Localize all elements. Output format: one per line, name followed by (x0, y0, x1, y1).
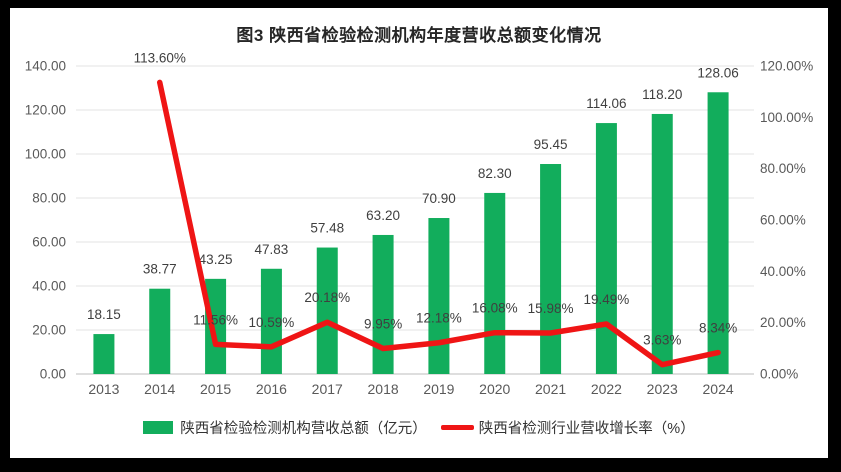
bar-value-label: 57.48 (310, 221, 344, 236)
x-axis-label: 2014 (144, 381, 175, 397)
chart-panel: 图3 陕西省检验检测机构年度营收总额变化情况 0.00 20.00 40.00 60.… (10, 8, 828, 458)
bar (205, 278, 227, 374)
legend: 陕西省检验检测机构营收总额（亿元） 陕西省检测行业营收增长率（%） (10, 404, 828, 458)
line-value-label: 3.63% (643, 333, 681, 348)
x-axis-label: 2024 (703, 381, 734, 397)
right-axis-tick: 100.00% (760, 110, 813, 125)
x-axis-label: 2022 (591, 381, 622, 397)
left-axis-tick: 60.00 (32, 235, 66, 250)
line-value-label: 10.59% (249, 315, 295, 330)
legend-bar-label: 陕西省检验检测机构营收总额（亿元） (180, 420, 427, 437)
line-value-label: 12.18% (416, 311, 462, 326)
bar-value-label: 128.06 (697, 65, 738, 80)
legend-bar-swatch (143, 420, 174, 434)
left-axis-tick: 0.00 (40, 367, 66, 382)
right-axis-tick: 80.00% (760, 161, 806, 176)
left-axis-tick: 100.00 (25, 147, 66, 162)
bar-value-label: 82.30 (478, 166, 512, 181)
line-value-label: 11.56% (193, 312, 238, 327)
left-axis-tick: 80.00 (32, 191, 66, 206)
bar-value-label: 70.90 (422, 191, 456, 206)
bar (651, 113, 673, 375)
bar-value-label: 63.20 (366, 208, 400, 223)
bar-value-label: 95.45 (534, 137, 568, 152)
right-axis-tick: 20.00% (760, 315, 806, 330)
left-axis-tick: 120.00 (25, 103, 66, 118)
right-axis-tick: 120.00% (760, 59, 813, 74)
bar (149, 288, 171, 374)
bar (707, 92, 729, 374)
right-axis-tick: 60.00% (760, 213, 806, 228)
combo-chart: 0.00 20.00 40.00 60.00 80.00 100.00 120.00 140.… (25, 52, 814, 397)
line-value-label: 15.98% (528, 301, 574, 316)
bar (595, 123, 617, 375)
left-axis-tick: 20.00 (32, 323, 66, 338)
legend-line-label: 陕西省检测行业营收增长率（%） (478, 420, 695, 437)
left-axis-tick: 140.00 (25, 59, 66, 74)
bar-value-label: 43.25 (199, 252, 233, 267)
line-value-label: 16.08% (472, 301, 518, 316)
bar-value-label: 114.06 (586, 96, 626, 111)
growth-line (157, 79, 721, 368)
legend-line-swatch (440, 424, 474, 430)
left-axis-tick: 40.00 (32, 279, 66, 294)
x-axis-label: 2017 (312, 381, 343, 397)
line-value-label: 20.18% (304, 290, 350, 305)
bar-value-label: 47.83 (255, 242, 289, 257)
chart-title: 图3 陕西省检验检测机构年度营收总额变化情况 (236, 26, 602, 45)
bar-value-label: 118.20 (642, 87, 682, 102)
bar (316, 247, 338, 374)
bar-value-label: 18.15 (87, 307, 121, 322)
line-value-label: 113.60% (134, 52, 186, 65)
x-axis-label: 2020 (479, 381, 510, 397)
bar (484, 192, 506, 374)
right-axis-tick: 40.00% (760, 264, 806, 279)
x-axis-label: 2013 (88, 381, 119, 397)
x-axis-label: 2019 (423, 381, 454, 397)
line-value-label: 9.95% (364, 316, 402, 331)
x-axis-label: 2015 (200, 381, 231, 397)
x-axis-label: 2023 (647, 381, 678, 397)
x-axis-label: 2016 (256, 381, 287, 397)
bar (372, 234, 394, 374)
line-value-label: 8.34% (699, 321, 737, 336)
bar (540, 164, 562, 374)
bar-value-label: 38.77 (143, 262, 177, 277)
line-value-label: 19.49% (584, 292, 630, 307)
x-axis-label: 2018 (368, 381, 399, 397)
bar (93, 334, 115, 374)
right-axis-tick: 0.00% (760, 367, 798, 382)
x-axis-label: 2021 (535, 381, 566, 397)
bar (428, 218, 450, 374)
